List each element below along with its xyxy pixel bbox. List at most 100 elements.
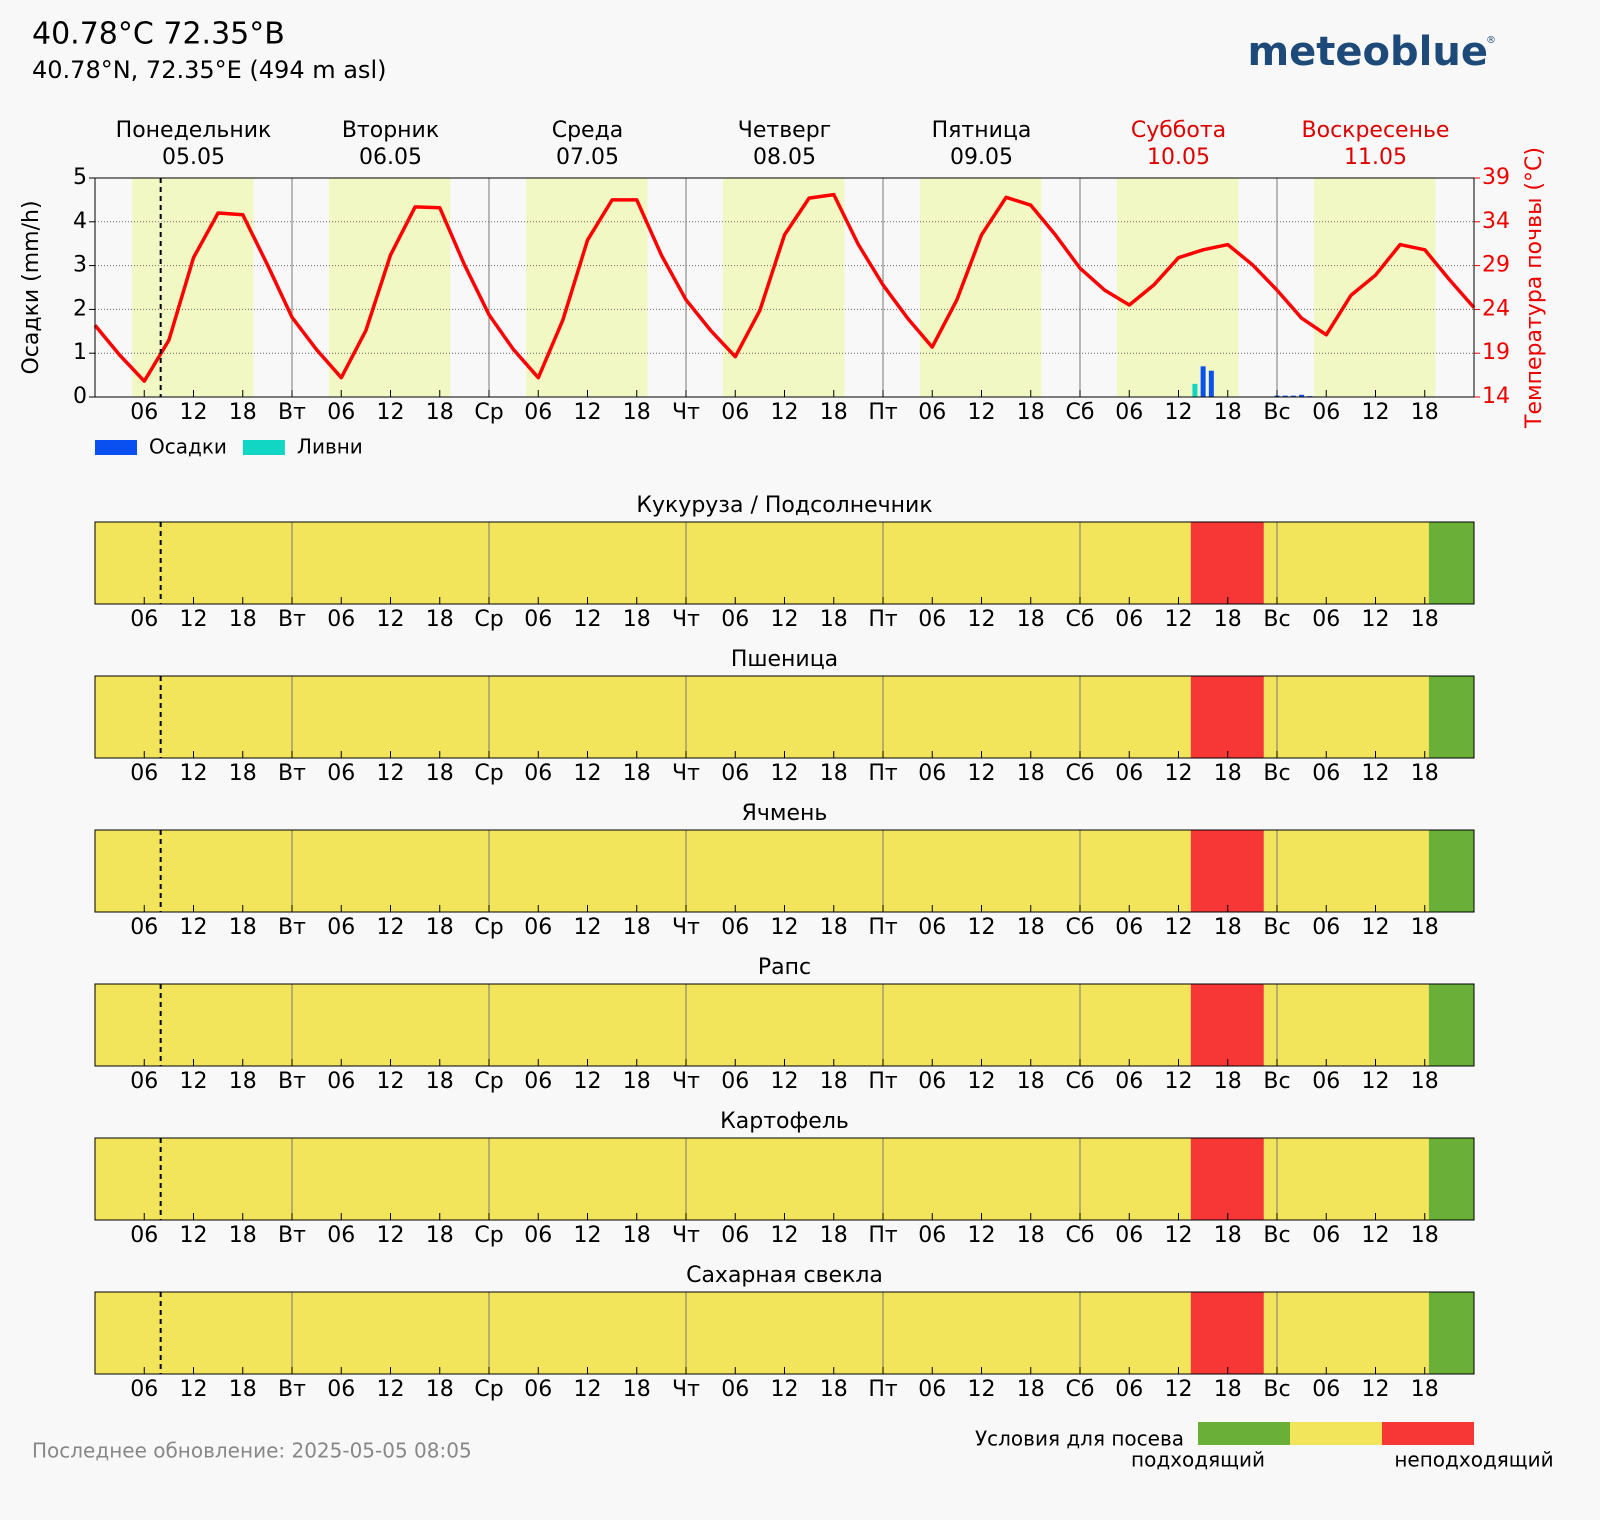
- subtitle: 40.78°N, 72.35°E (494 m asl): [32, 56, 386, 84]
- x-tick-label: 18: [1411, 400, 1439, 425]
- x-tick-label: 18: [820, 400, 848, 425]
- x-tick-label: 18: [820, 1069, 848, 1094]
- x-tick-label: 12: [180, 761, 208, 786]
- x-tick-label: 12: [771, 761, 799, 786]
- y2-tick-label: 24: [1482, 296, 1510, 321]
- x-tick-label: 12: [1165, 400, 1193, 425]
- x-tick-label: 12: [1165, 761, 1193, 786]
- x-tick-label: 12: [377, 400, 405, 425]
- y-tick-label: 0: [73, 384, 87, 409]
- x-tick-label: 06: [130, 1377, 158, 1402]
- x-tick-label: 12: [1362, 915, 1390, 940]
- x-tick-label: Ср: [474, 607, 503, 632]
- y2-tick-label: 14: [1482, 384, 1510, 409]
- day-date: 05.05: [162, 145, 225, 170]
- suitability-segment: [1263, 676, 1429, 758]
- x-tick-label: Пт: [868, 915, 898, 940]
- daylight: [1116, 178, 1239, 397]
- x-tick-label: Вт: [278, 607, 306, 632]
- x-tick-label: Пт: [868, 607, 898, 632]
- x-tick-label: Чт: [672, 761, 700, 786]
- x-tick-label: 18: [623, 400, 651, 425]
- x-tick-label: 06: [918, 1377, 946, 1402]
- x-tick-label: 12: [377, 1223, 405, 1248]
- x-tick-label: 18: [1017, 1377, 1045, 1402]
- suitability-segment: [1190, 1138, 1264, 1220]
- x-tick-label: 06: [327, 607, 355, 632]
- legend-label: Осадки: [149, 435, 227, 459]
- y-axis-title: Осадки (mm/h): [19, 200, 44, 374]
- x-tick-label: Чт: [672, 1223, 700, 1248]
- x-tick-label: 18: [229, 400, 257, 425]
- x-tick-label: 12: [180, 915, 208, 940]
- x-tick-label: 06: [1115, 1377, 1143, 1402]
- x-tick-label: 06: [721, 607, 749, 632]
- x-tick-label: Чт: [672, 400, 700, 425]
- x-tick-label: 18: [1411, 915, 1439, 940]
- y2-tick-label: 29: [1482, 253, 1510, 278]
- x-tick-label: 06: [327, 761, 355, 786]
- x-tick-label: 12: [771, 607, 799, 632]
- x-tick-label: 06: [130, 915, 158, 940]
- y2-axis-title: Температура почвы (°C): [1522, 147, 1547, 429]
- suitability-segment: [1190, 522, 1264, 604]
- suitability-segment: [1428, 984, 1474, 1066]
- x-tick-label: 06: [130, 1223, 158, 1248]
- suitability-segment: [1263, 1292, 1429, 1374]
- x-tick-label: 06: [130, 607, 158, 632]
- x-tick-label: 06: [130, 761, 158, 786]
- suitability-segment: [1190, 1292, 1264, 1374]
- legend-end-label: неподходящий: [1394, 1448, 1553, 1472]
- suitability-segment: [95, 1292, 1191, 1374]
- legend-color: [1290, 1422, 1382, 1445]
- x-tick-label: 18: [229, 1069, 257, 1094]
- x-tick-label: 12: [180, 400, 208, 425]
- precip-bar: [1200, 366, 1206, 397]
- x-tick-label: Вс: [1263, 1377, 1290, 1402]
- x-tick-label: 06: [327, 400, 355, 425]
- x-tick-label: 18: [1214, 1069, 1242, 1094]
- x-tick-label: 12: [1362, 1377, 1390, 1402]
- x-tick-label: 18: [426, 1377, 454, 1402]
- day-name: Воскресенье: [1302, 118, 1450, 143]
- x-tick-label: 06: [918, 607, 946, 632]
- day-name: Пятница: [932, 118, 1032, 143]
- x-tick-label: 12: [1165, 607, 1193, 632]
- suitability-segment: [1190, 676, 1264, 758]
- x-tick-label: Ср: [474, 761, 503, 786]
- x-tick-label: Вт: [278, 1377, 306, 1402]
- x-tick-label: 12: [574, 1223, 602, 1248]
- x-tick-label: 12: [377, 761, 405, 786]
- x-tick-label: 18: [623, 1223, 651, 1248]
- x-tick-label: 12: [771, 1069, 799, 1094]
- suitability-segment: [1428, 1292, 1474, 1374]
- x-tick-label: 12: [1362, 1069, 1390, 1094]
- day-date: 08.05: [753, 145, 816, 170]
- legend-color: [1198, 1422, 1290, 1445]
- x-tick-label: 18: [229, 1377, 257, 1402]
- x-tick-label: 12: [377, 607, 405, 632]
- suitability-segment: [95, 830, 1191, 912]
- x-tick-label: 12: [180, 607, 208, 632]
- day-date: 10.05: [1147, 145, 1210, 170]
- x-tick-label: Пт: [868, 761, 898, 786]
- x-tick-label: 06: [918, 1223, 946, 1248]
- x-tick-label: 12: [180, 1223, 208, 1248]
- x-tick-label: 06: [721, 915, 749, 940]
- x-tick-label: Сб: [1066, 915, 1095, 940]
- daylight: [722, 178, 845, 397]
- x-tick-label: 12: [968, 915, 996, 940]
- legend-swatch: [95, 440, 137, 455]
- x-tick-label: Сб: [1066, 1223, 1095, 1248]
- x-tick-label: 06: [130, 1069, 158, 1094]
- suitability-segment: [1428, 1138, 1474, 1220]
- x-tick-label: Сб: [1066, 761, 1095, 786]
- x-tick-label: 06: [524, 1377, 552, 1402]
- suitability-segment: [1428, 522, 1474, 604]
- day-name: Понедельник: [116, 118, 272, 143]
- x-tick-label: 12: [771, 915, 799, 940]
- x-tick-label: 06: [721, 1069, 749, 1094]
- x-tick-label: 18: [1214, 1377, 1242, 1402]
- x-tick-label: 18: [426, 607, 454, 632]
- suitability-segment: [1263, 830, 1429, 912]
